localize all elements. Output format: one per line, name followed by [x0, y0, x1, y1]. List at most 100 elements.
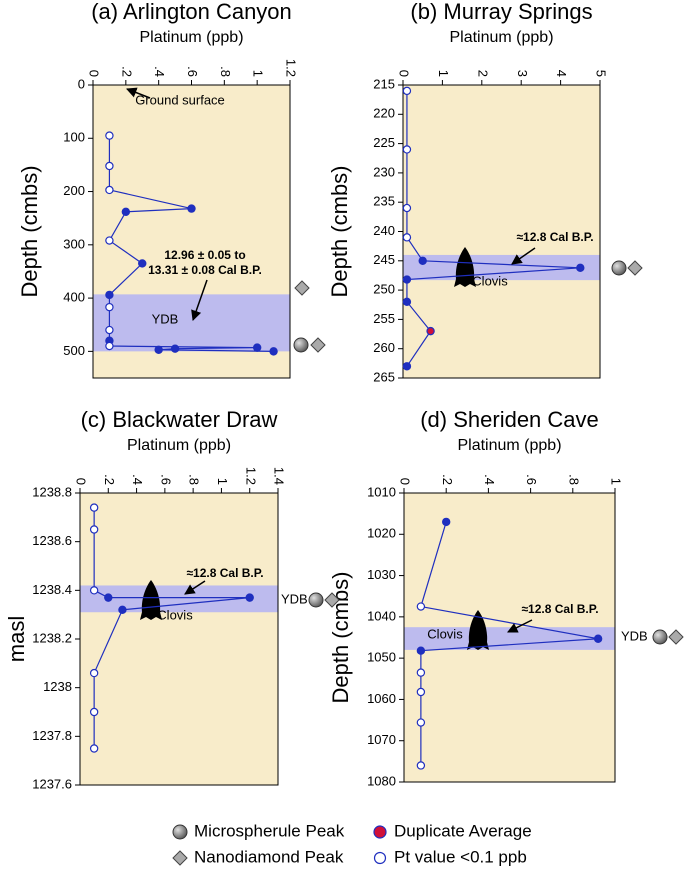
data-point: [576, 263, 585, 273]
data-point: [105, 325, 114, 335]
ydb-band: [404, 627, 615, 650]
peak-icons: [293, 260, 684, 645]
data-point: [416, 646, 426, 655]
data-point: [442, 517, 451, 527]
x-tick-label: 3: [515, 70, 530, 77]
y-axis-label: Depth (cmbs): [327, 165, 352, 297]
data-point: [121, 207, 131, 216]
data-point: [402, 297, 412, 307]
annotation-arrow: [507, 619, 533, 633]
annotation: 12.96 ± 0.05 to: [164, 248, 245, 262]
data-point: [402, 275, 412, 284]
y-axis-label: masl: [4, 616, 29, 662]
data-point: [418, 256, 427, 265]
microspherule-icon: [308, 592, 324, 608]
pt-profile-line: [108, 135, 274, 352]
y-tick-label: 230: [373, 164, 395, 179]
x-tick-label: 1: [215, 478, 230, 485]
x-tick-label: 1.4: [272, 467, 287, 485]
annotation-arrow: [184, 580, 206, 595]
x-tick-label: .2: [119, 66, 134, 77]
annotation-arrow: [191, 279, 208, 321]
x-tick-label: 1.2: [243, 467, 258, 485]
y-tick-label: 1030: [367, 567, 396, 582]
data-point: [154, 345, 163, 354]
y-tick-label: 1237.6: [32, 776, 72, 791]
annotation: 13.31 ± 0.08 Cal B.P.: [148, 263, 262, 277]
microspherule-icon: [611, 260, 627, 276]
legend: Microspherule Peak Duplicate Average Nanod…: [172, 821, 532, 866]
nanodiamond-icon: [324, 592, 340, 608]
legend-symbol: [172, 824, 188, 840]
data-point: [416, 761, 426, 770]
y-tick-label: 265: [373, 369, 395, 384]
data-point: [269, 347, 278, 356]
data-point: [105, 131, 114, 140]
x-axis-label: Platinum (ppb): [139, 29, 243, 46]
panel: (b) Murray Springs Platinum (ppb) Depth (c…: [327, 0, 609, 384]
x-axis-label: Platinum (ppb): [449, 29, 553, 46]
data-point: [105, 290, 114, 300]
x-tick-label: 0: [87, 70, 102, 77]
y-tick-label: 1080: [367, 773, 396, 788]
legend-label: Microspherule Peak: [194, 821, 345, 840]
data-point: [416, 602, 426, 611]
y-tick-label: 250: [373, 282, 395, 297]
y-tick-label: 1010: [367, 484, 396, 499]
annotation: ≈12.8 Cal B.P.: [516, 230, 593, 244]
data-point: [402, 233, 412, 242]
y-tick-label: 1238.6: [32, 533, 72, 548]
x-axis-label: Platinum (ppb): [127, 437, 231, 454]
y-tick-label: 400: [63, 290, 85, 305]
annotation: Clovis: [427, 626, 463, 641]
nanodiamond-icon: [310, 337, 326, 353]
plot-area: [403, 85, 600, 378]
annotation: Clovis: [157, 607, 193, 622]
x-tick-label: 1.2: [284, 59, 299, 77]
x-tick-label: .6: [185, 66, 200, 77]
y-tick-label: 500: [63, 343, 85, 358]
nanodiamond-icon: [668, 629, 684, 645]
annotation: Clovis: [472, 273, 508, 288]
y-tick-label: 255: [373, 311, 395, 326]
plot-frame: [403, 492, 616, 783]
y-tick-label: 1238: [43, 679, 72, 694]
pt-profile-line: [406, 90, 581, 367]
data-point: [252, 343, 262, 352]
data-point: [105, 302, 114, 312]
microspherule-icon: [652, 629, 668, 645]
x-tick-label: 0: [397, 70, 412, 77]
y-tick-label: 1237.8: [32, 728, 72, 743]
legend-label: Nanodiamond Peak: [194, 847, 344, 866]
data-point: [416, 718, 426, 727]
legend-symbol: [373, 851, 387, 865]
data-point: [105, 341, 114, 351]
x-tick-label: 0: [398, 478, 413, 485]
legend-label: Pt value <0.1 ppb: [394, 847, 527, 866]
x-tick-label: .8: [187, 474, 202, 485]
y-tick-label: 300: [63, 236, 85, 251]
x-tick-label: .8: [218, 66, 233, 77]
annotation: ≈12.8 Cal B.P.: [521, 602, 598, 616]
x-tick-label: 4: [554, 70, 569, 77]
panel: (a) Arlington Canyon Platinum (ppb) Depth …: [17, 0, 299, 379]
data-point: [416, 668, 426, 677]
data-point: [138, 259, 147, 268]
microspherule-icon: [293, 337, 309, 353]
y-tick-label: 1238.2: [32, 630, 72, 645]
y-tick-label: 215: [373, 76, 395, 91]
y-tick-label: 0: [78, 76, 85, 91]
panel: (d) Sheriden Cave Platinum (ppb) Depth (cm…: [328, 407, 648, 789]
data-point: [402, 145, 412, 154]
data-point: [105, 185, 114, 195]
x-tick-label: .2: [440, 474, 455, 485]
annotation: YDB: [152, 311, 179, 326]
ydb-band: [80, 585, 278, 613]
y-tick-label: 225: [373, 135, 395, 150]
data-point: [402, 86, 412, 96]
x-tick-label: 0: [74, 478, 89, 485]
nanodiamond-icon: [294, 280, 310, 296]
ydb-band: [93, 294, 290, 352]
chart-title: (a) Arlington Canyon: [91, 0, 292, 24]
y-tick-label: 1070: [367, 732, 396, 747]
